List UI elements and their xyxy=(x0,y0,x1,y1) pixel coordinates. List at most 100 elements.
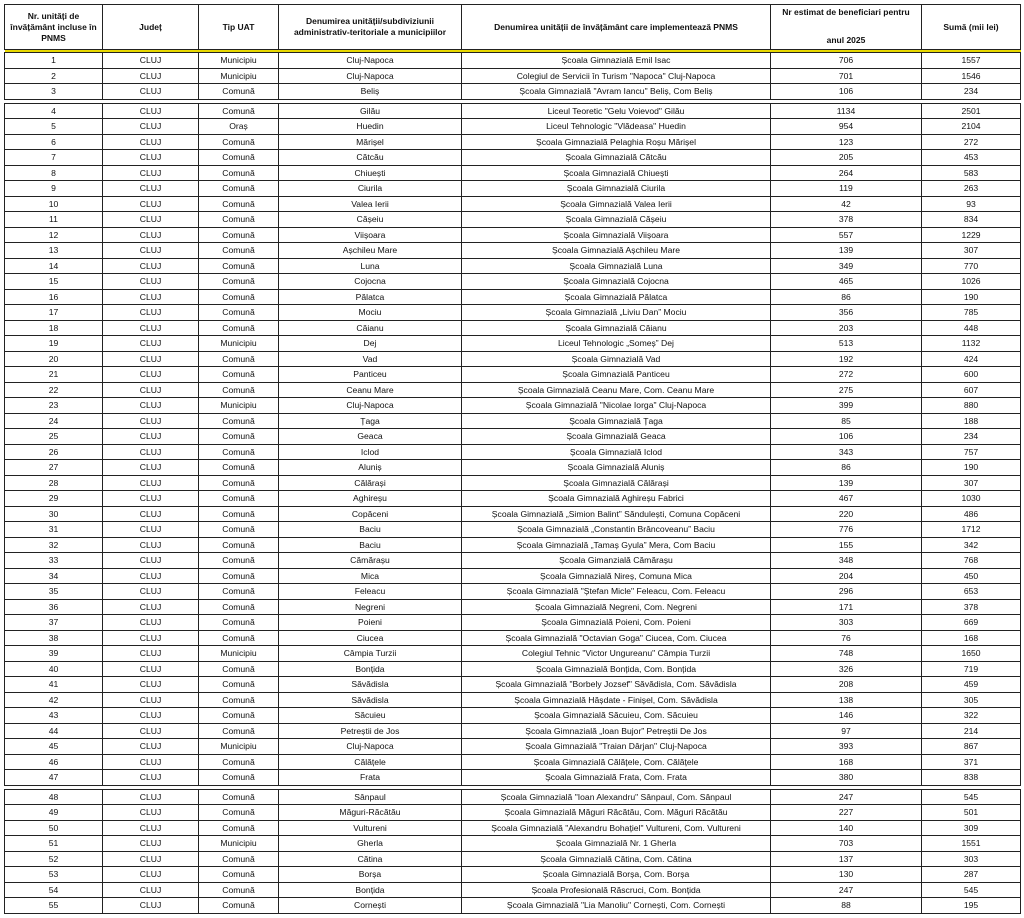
table-row: 37 CLUJ Comună Poieni Școala Gimnazială Poie… xyxy=(4,614,1021,631)
cell-beneficiari: 119 xyxy=(770,180,922,197)
cell-tip-uat: Comună xyxy=(198,443,279,460)
table-row: 40 CLUJ Comună Bonțida Școala Gimnazială Bon… xyxy=(4,660,1021,677)
header-suma: Sumă (mii lei) xyxy=(921,4,1021,50)
table-row: 48 CLUJ Comună Sânpaul Școala Gimnazială "Io… xyxy=(4,788,1021,805)
cell-uat: Gilău xyxy=(278,102,462,119)
cell-scoala: Școala Gimnazială "Borbely Jozsef" Săvăd… xyxy=(461,676,771,693)
cell-nr: 25 xyxy=(4,428,103,445)
cell-beneficiari: 106 xyxy=(770,83,922,100)
cell-scoala: Școala Gimnazială Chiuești xyxy=(461,164,771,181)
cell-nr: 24 xyxy=(4,412,103,429)
cell-nr: 45 xyxy=(4,738,103,755)
cell-uat: Cluj-Napoca xyxy=(278,738,462,755)
cell-judet: CLUJ xyxy=(102,676,199,693)
cell-judet: CLUJ xyxy=(102,629,199,646)
cell-scoala: Școala Gimnazială Pelaghia Roșu Mărișel xyxy=(461,133,771,150)
cell-suma: 501 xyxy=(921,804,1021,821)
table-row: 35 CLUJ Comună Feleacu Școala Gimnazială "Șt… xyxy=(4,583,1021,600)
cell-scoala: Școala Gimnazială "Nicolae Iorga" Cluj-N… xyxy=(461,397,771,414)
cell-judet: CLUJ xyxy=(102,366,199,383)
cell-nr: 20 xyxy=(4,350,103,367)
cell-beneficiari: 42 xyxy=(770,195,922,212)
cell-suma: 1557 xyxy=(921,52,1021,69)
cell-scoala: Liceul Tehnologic „Someș” Dej xyxy=(461,335,771,352)
cell-beneficiari: 171 xyxy=(770,598,922,615)
cell-nr: 21 xyxy=(4,366,103,383)
cell-suma: 424 xyxy=(921,350,1021,367)
cell-uat: Cluj-Napoca xyxy=(278,52,462,69)
cell-judet: CLUJ xyxy=(102,273,199,290)
cell-scoala: Școala Gimnazială Borșa, Com. Borșa xyxy=(461,866,771,883)
cell-nr: 37 xyxy=(4,614,103,631)
cell-suma: 168 xyxy=(921,629,1021,646)
header-beneficiari-line1: Nr estimat de beneficiari pentru xyxy=(782,7,910,17)
cell-nr: 9 xyxy=(4,180,103,197)
cell-uat: Chiuești xyxy=(278,164,462,181)
cell-suma: 653 xyxy=(921,583,1021,600)
table-row: 2 CLUJ Municipiu Cluj-Napoca Colegiul de Ser… xyxy=(4,67,1021,84)
cell-tip-uat: Comună xyxy=(198,614,279,631)
cell-uat: Mociu xyxy=(278,304,462,321)
cell-uat: Călățele xyxy=(278,753,462,770)
cell-nr: 43 xyxy=(4,707,103,724)
row-gap xyxy=(4,98,1021,104)
cell-suma: 545 xyxy=(921,788,1021,805)
cell-beneficiari: 227 xyxy=(770,804,922,821)
cell-judet: CLUJ xyxy=(102,552,199,569)
cell-uat: Cojocna xyxy=(278,273,462,290)
table-row: 10 CLUJ Comună Valea Ierii Școala Gimnazială… xyxy=(4,195,1021,212)
table-body: 1 CLUJ Municipiu Cluj-Napoca Școala Gimnazia… xyxy=(4,49,1021,914)
cell-tip-uat: Comună xyxy=(198,552,279,569)
cell-judet: CLUJ xyxy=(102,645,199,662)
table-row: 45 CLUJ Municipiu Cluj-Napoca Școala Gimnazi… xyxy=(4,738,1021,755)
cell-tip-uat: Comună xyxy=(198,505,279,522)
cell-beneficiari: 275 xyxy=(770,381,922,398)
row-gap xyxy=(4,784,1021,790)
cell-uat: Ceanu Mare xyxy=(278,381,462,398)
cell-beneficiari: 557 xyxy=(770,226,922,243)
cell-tip-uat: Comună xyxy=(198,319,279,336)
cell-tip-uat: Comună xyxy=(198,490,279,507)
table-row: 32 CLUJ Comună Baciu Școala Gimnazială „Tama… xyxy=(4,536,1021,553)
cell-beneficiari: 272 xyxy=(770,366,922,383)
table-row: 22 CLUJ Comună Ceanu Mare Școala Gimnazială … xyxy=(4,381,1021,398)
cell-beneficiari: 139 xyxy=(770,242,922,259)
table-row: 38 CLUJ Comună Ciucea Școala Gimnazială "Oct… xyxy=(4,629,1021,646)
cell-scoala: Școala Gimnazială Panticeu xyxy=(461,366,771,383)
cell-tip-uat: Comună xyxy=(198,598,279,615)
cell-judet: CLUJ xyxy=(102,819,199,836)
cell-nr: 50 xyxy=(4,819,103,836)
cell-tip-uat: Comună xyxy=(198,180,279,197)
cell-tip-uat: Comună xyxy=(198,257,279,274)
cell-scoala: Școala Gimnazială "Octavian Goga" Ciucea… xyxy=(461,629,771,646)
cell-suma: 600 xyxy=(921,366,1021,383)
cell-tip-uat: Comună xyxy=(198,707,279,724)
cell-suma: 448 xyxy=(921,319,1021,336)
cell-scoala: Școala Gimnazială Geaca xyxy=(461,428,771,445)
cell-beneficiari: 139 xyxy=(770,474,922,491)
cell-tip-uat: Comună xyxy=(198,164,279,181)
cell-uat: Cornești xyxy=(278,897,462,914)
cell-uat: Bonțida xyxy=(278,660,462,677)
cell-uat: Așchileu Mare xyxy=(278,242,462,259)
header-uat: Denumirea unității/subdiviziunii adminis… xyxy=(278,4,462,50)
cell-suma: 190 xyxy=(921,459,1021,476)
cell-uat: Bonțida xyxy=(278,881,462,898)
cell-nr: 8 xyxy=(4,164,103,181)
header-tip-uat: Tip UAT xyxy=(198,4,279,50)
cell-tip-uat: Comună xyxy=(198,753,279,770)
cell-beneficiari: 703 xyxy=(770,835,922,852)
table-row: 26 CLUJ Comună Iclod Școala Gimnazială Iclod… xyxy=(4,443,1021,460)
cell-uat: Panticeu xyxy=(278,366,462,383)
cell-suma: 583 xyxy=(921,164,1021,181)
cell-scoala: Școala Gimnazială Ciurila xyxy=(461,180,771,197)
cell-suma: 322 xyxy=(921,707,1021,724)
cell-nr: 15 xyxy=(4,273,103,290)
cell-judet: CLUJ xyxy=(102,769,199,786)
header-row: Nr. unități de învățământ incluse în PNM… xyxy=(4,4,1021,50)
cell-judet: CLUJ xyxy=(102,52,199,69)
cell-nr: 52 xyxy=(4,850,103,867)
cell-uat: Ciucea xyxy=(278,629,462,646)
cell-suma: 371 xyxy=(921,753,1021,770)
cell-tip-uat: Comună xyxy=(198,366,279,383)
